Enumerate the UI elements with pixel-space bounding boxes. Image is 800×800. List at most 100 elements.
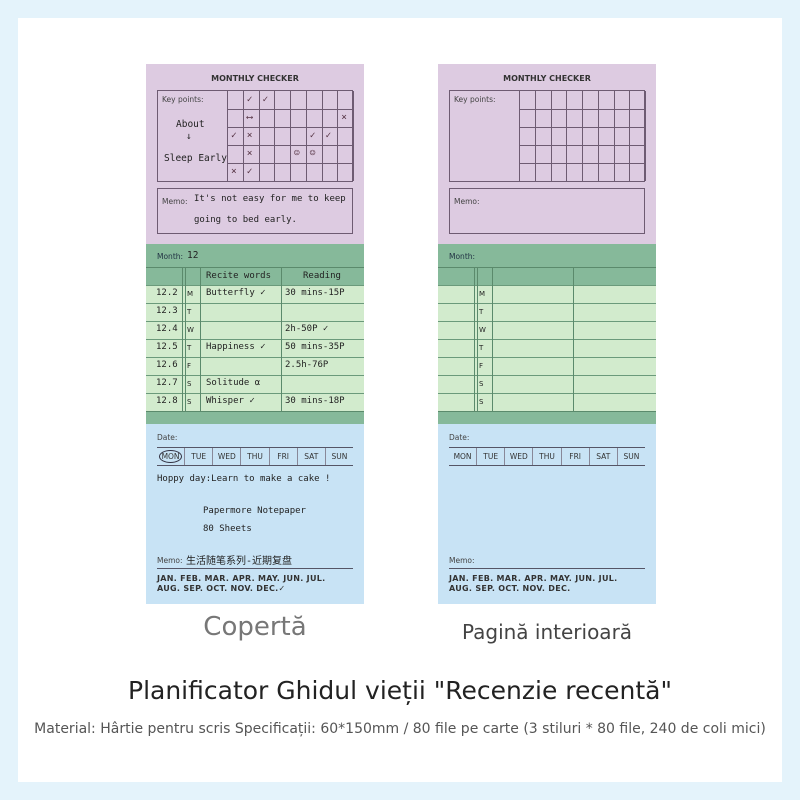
table-row: F (438, 357, 656, 375)
memo-line-1: It's not easy for me to keep (194, 194, 346, 204)
row-words: Butterfly ✓ (206, 288, 266, 298)
grid-vline (305, 91, 307, 181)
grid-vline (242, 91, 244, 181)
weekday-cell: MON (453, 452, 472, 461)
col-recite-words: Recite words (206, 271, 272, 281)
weekday-cell: MON (157, 448, 184, 465)
key-note-arrow: ↓ (186, 131, 192, 142)
daily-memo-label: Memo: (449, 556, 475, 565)
grid-vline (550, 91, 552, 181)
grid-vline (290, 91, 291, 181)
table-row: 12.4 W 2h-50P ✓ (146, 321, 364, 339)
notepad: MONTHLY CHECKER Key points: About ↓ Sleep Ea… (146, 64, 364, 604)
row-words: Whisper ✓ (206, 396, 255, 406)
grid-hline (519, 163, 645, 164)
memo-underline (157, 568, 353, 569)
column-divider (200, 267, 201, 411)
row-date: 12.5 (156, 342, 178, 352)
check-mark: ⟷ (246, 112, 253, 123)
weekday-cell: WED (212, 448, 240, 465)
row-date: 12.8 (156, 396, 178, 406)
row-date: 12.3 (156, 306, 178, 316)
monthly-checker-section: MONTHLY CHECKER Key points: Memo: (438, 64, 656, 244)
weekday-cell: WED (504, 448, 532, 465)
table-row: 12.7 S Solitude ⍺ (146, 375, 364, 393)
product-specs: Material: Hârtie pentru scris Specificaț… (34, 721, 766, 737)
grid-vline (227, 91, 228, 181)
checker-title: MONTHLY CHECKER (503, 74, 591, 83)
grid-hline (519, 109, 645, 110)
table-row: M (438, 285, 656, 303)
month-value: 12 (187, 250, 199, 261)
grid-vline (629, 91, 631, 181)
months-line-1: JAN. FEB. MAR. APR. MAY. JUN. JUL. (157, 574, 326, 583)
daily-section: Date: MON TUE WED THU FRI SAT SUN Hoppy day:Lear… (146, 424, 364, 604)
table-row: 12.5 T Happiness ✓ 50 mins-35P (146, 339, 364, 357)
table-row: 12.3 T (146, 303, 364, 321)
row-reading: 30 mins-15P (285, 288, 345, 298)
table-footer (438, 411, 656, 424)
table-header: Recite words Reading (146, 267, 364, 285)
check-mark: × (341, 112, 347, 123)
grid-vline (274, 91, 276, 181)
grid-hline (227, 163, 353, 164)
memo-box: Memo: (449, 188, 645, 234)
sheets-text: 80 Sheets (203, 524, 252, 534)
table-footer (146, 411, 364, 424)
daily-memo-text: 生活随笔系列-近期复盘 (186, 556, 293, 567)
checker-title: MONTHLY CHECKER (211, 74, 299, 83)
weekday-cell: THU (532, 448, 560, 465)
weekday-cell: FRI (560, 448, 589, 465)
weekday-cell: SUN (324, 448, 353, 465)
daily-note: Hoppy day:Learn to make a cake ! (157, 474, 331, 484)
row-day: M (187, 290, 194, 298)
monthly-checker-section: MONTHLY CHECKER Key points: About ↓ Sleep Ea… (146, 64, 364, 244)
weekday-cell: THU (240, 448, 268, 465)
daily-section: Date: MON TUE WED THU FRI SAT SUN Memo: JAN. FEB.… (438, 424, 656, 604)
grid-hline (227, 145, 353, 146)
notepad: MONTHLY CHECKER Key points: Memo: Month: M T W… (438, 64, 656, 604)
weekday-cell: TUE (476, 448, 504, 465)
table-header (438, 267, 656, 285)
table-row: 12.2 M Butterfly ✓ 30 mins-15P (146, 285, 364, 303)
checker-grid: Key points: About ↓ Sleep Early ✓ ✓ ⟷ × ✓ × ✓ ✓ × ☺ ☺ ×… (157, 90, 354, 182)
check-mark: ☺ (309, 148, 316, 159)
row-date: 12.6 (156, 360, 178, 370)
row-day: T (479, 344, 484, 352)
grid-vline (337, 91, 339, 181)
pad-caption: Pagină interioară (461, 620, 633, 644)
row-reading: 30 mins-18P (285, 396, 345, 406)
check-mark: × (246, 148, 253, 159)
months-line-1: JAN. FEB. MAR. APR. MAY. JUN. JUL. (449, 574, 618, 583)
weekday-row: MON TUE WED THU FRI SAT SUN (157, 447, 353, 466)
key-points-label: Key points: (454, 95, 496, 104)
grid-vline (582, 91, 583, 181)
grid-vline (519, 91, 520, 181)
weekday-cell: SAT (588, 448, 617, 465)
column-divider (573, 267, 574, 411)
date-label: Date: (157, 433, 178, 442)
grid-vline (613, 91, 615, 181)
check-mark: ✓ (262, 94, 269, 105)
table-row: S (438, 375, 656, 393)
row-day: T (187, 344, 192, 352)
grid-hline (227, 127, 353, 128)
date-label: Date: (449, 433, 470, 442)
check-mark: ☺ (294, 148, 300, 159)
table-row: S (438, 393, 656, 411)
table-row: T (438, 339, 656, 357)
row-day: S (479, 380, 484, 388)
check-mark: ✓ (246, 94, 253, 105)
column-divider (477, 267, 478, 411)
weekday-cell: SUN (616, 448, 645, 465)
month-label: Month: (157, 252, 184, 261)
weekday-row: MON TUE WED THU FRI SAT SUN (449, 447, 645, 466)
grid-vline (258, 91, 260, 181)
grid-vline (645, 91, 646, 181)
memo-underline (449, 568, 645, 569)
reading-tracker-section: Month: 12 Recite words Reading 12.2 M Butterfl… (146, 244, 364, 424)
check-mark: ✓ (325, 130, 332, 141)
brand-text: Papermore Notepaper (203, 506, 306, 516)
row-reading: 2.5h-76P (285, 360, 329, 370)
weekday-cell: FRI (268, 448, 297, 465)
